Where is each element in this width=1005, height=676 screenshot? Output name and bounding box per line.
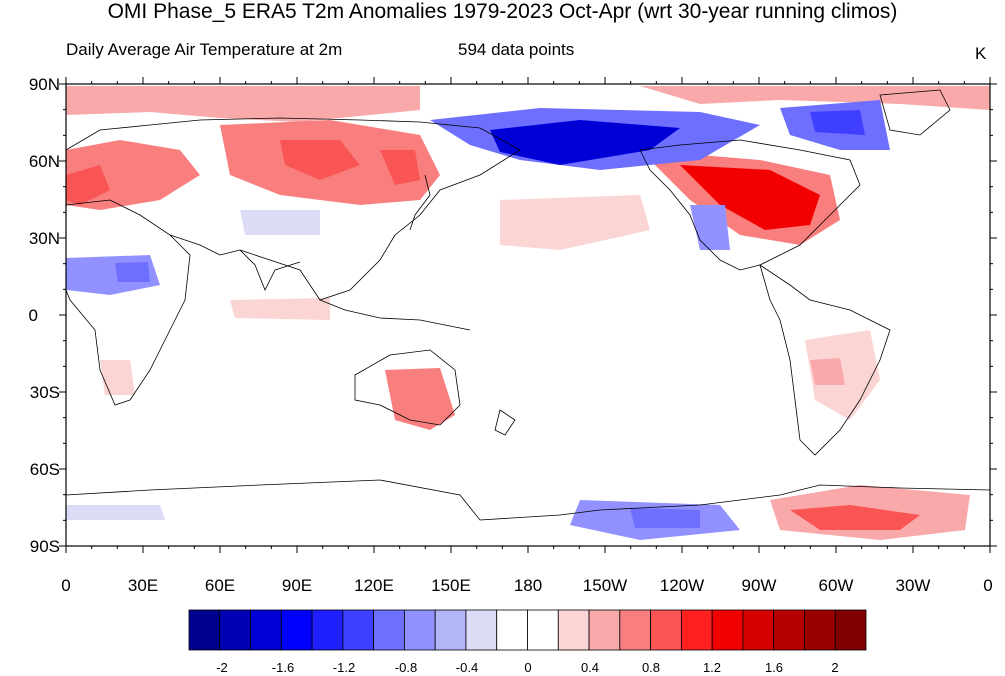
north-pacific-warm (500, 195, 650, 250)
colorbar-box (373, 609, 405, 651)
antarctic-warm-core (790, 505, 920, 530)
warm-anomalies (66, 86, 990, 540)
lon-label: 90W (741, 576, 777, 595)
colorbar-label: -0.4 (455, 660, 479, 675)
colorbar-label: 1.6 (764, 660, 784, 675)
colorbar-box (311, 609, 344, 651)
colorbar-box (680, 609, 713, 651)
colorbar-label: 2 (831, 660, 839, 675)
antarctic-cold-core (630, 508, 700, 528)
coast-india (239, 249, 301, 291)
coast-africa (65, 199, 191, 406)
lat-label: 90N (28, 75, 60, 94)
siberia-warm-east (380, 150, 420, 185)
colorbar-box (342, 609, 375, 651)
lon-label: 0 (983, 576, 993, 595)
lon-label: 150E (431, 576, 471, 595)
lat-label: 30N (28, 229, 60, 248)
colorbar-box (711, 609, 744, 651)
lat-label: 30S (29, 383, 60, 402)
coast-eurasia (65, 117, 521, 301)
indian-ocean-warm (230, 298, 330, 320)
coast-greenland (879, 89, 951, 136)
arctic-warm-band-east (640, 86, 990, 110)
africa-warm (100, 360, 135, 395)
colorbar (188, 609, 867, 651)
coast-south-america (759, 264, 891, 456)
colorbar-box (527, 609, 559, 651)
lon-label: 180 (513, 576, 543, 595)
arctic-cold-core (490, 120, 680, 165)
colorbar-box (834, 609, 867, 651)
colorbar-box (188, 609, 221, 651)
lat-label: 90S (29, 537, 60, 556)
lat-label: 0 (28, 306, 38, 325)
canada-cold-core (810, 110, 865, 135)
colorbar-box (465, 609, 498, 651)
subtitle-data-points: 594 data points (458, 40, 575, 59)
axis-ticks (59, 77, 997, 553)
lat-label: 60N (28, 152, 60, 171)
plot-title: OMI Phase_5 ERA5 T2m Anomalies 1979-2023… (107, 0, 898, 23)
colorbar-box (650, 609, 682, 651)
colorbar-label: 0.8 (641, 660, 661, 675)
colorbar-box (496, 609, 528, 651)
colorbar-box (619, 609, 651, 651)
colorbar-box (804, 609, 836, 651)
lon-label: 30W (895, 576, 931, 595)
coastlines (65, 89, 991, 521)
lon-label: 30E (127, 576, 159, 595)
siberia-warm-core (280, 140, 360, 180)
colorbar-label: -1.6 (271, 660, 295, 675)
lon-label: 120E (354, 576, 394, 595)
units-label: K (975, 44, 987, 63)
colorbar-box (280, 609, 313, 651)
coast-japan (409, 174, 431, 231)
colorbar-label: 1.2 (702, 660, 722, 675)
subtitle-variable: Daily Average Air Temperature at 2m (66, 40, 343, 59)
western-us-cold (690, 205, 730, 250)
sahara-cold-core (115, 262, 150, 282)
lon-label: 0 (61, 576, 71, 595)
lon-label: 120W (659, 576, 705, 595)
colorbar-label: 0 (524, 660, 532, 675)
lat-label: 60S (29, 460, 60, 479)
lon-label: 60W (818, 576, 854, 595)
lon-label: 60E (204, 576, 236, 595)
central-asia-cold (240, 210, 320, 235)
coast-indonesia (319, 299, 471, 331)
colorbar-box (742, 609, 775, 651)
colorbar-box (404, 609, 436, 651)
europe-warm-core (66, 165, 110, 205)
colorbar-box (219, 609, 251, 651)
colorbar-label: -0.8 (394, 660, 418, 675)
arctic-warm-band (66, 86, 420, 122)
colorbar-box (434, 609, 467, 651)
lon-label: 150W (582, 576, 628, 595)
colorbar-box (588, 609, 621, 651)
australia-warm (385, 368, 455, 430)
colorbar-box (557, 609, 590, 651)
north-america-warm-core (680, 165, 820, 230)
colorbar-box (250, 609, 282, 651)
colorbar-label: -2 (216, 660, 228, 675)
coast-antarctica (65, 479, 991, 521)
lon-label: 90E (281, 576, 313, 595)
south-america-warm-core (810, 358, 845, 385)
colorbar-label: 0.4 (580, 660, 600, 675)
cold-anomalies (66, 100, 890, 540)
coast-australia (354, 349, 461, 426)
colorbar-label: -1.2 (332, 660, 356, 675)
coast-north-america (639, 139, 861, 271)
coast-new-zealand (494, 409, 516, 436)
southern-ocean-cold (66, 505, 165, 520)
colorbar-box (773, 609, 805, 651)
